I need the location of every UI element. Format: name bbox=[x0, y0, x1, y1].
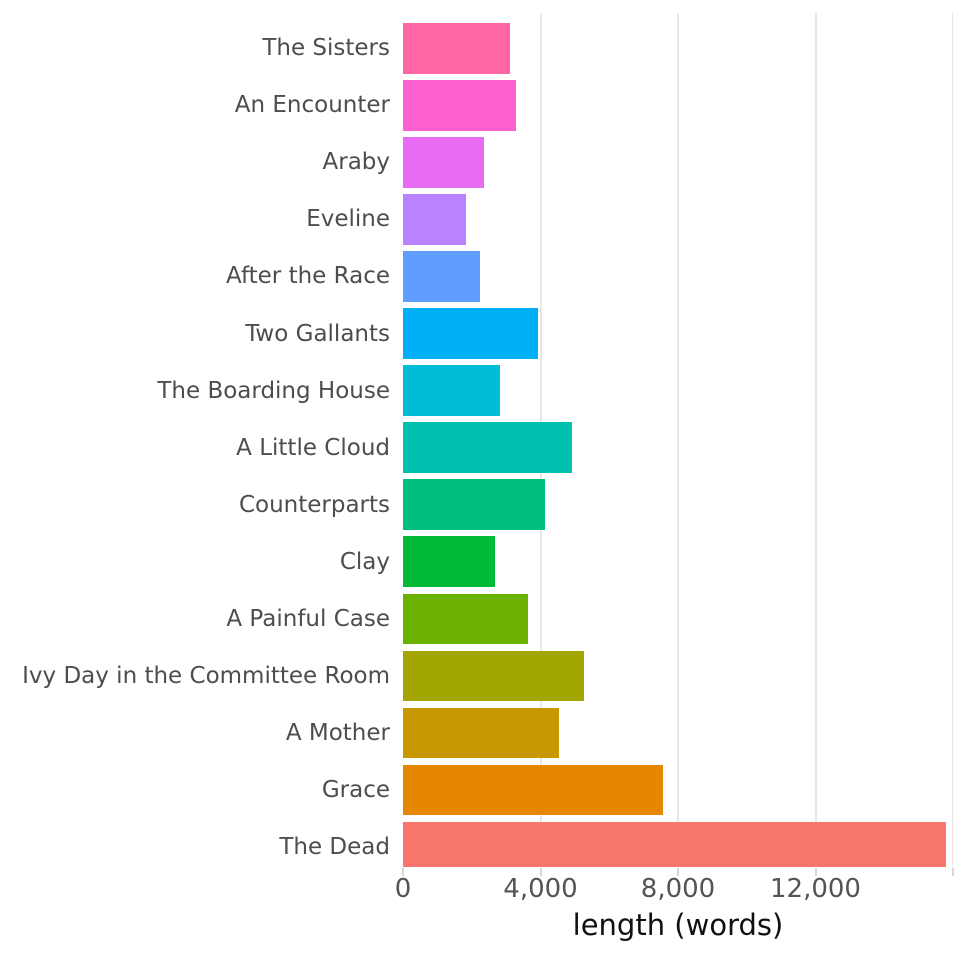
y-axis-label: Two Gallants bbox=[245, 320, 390, 347]
gridline bbox=[952, 13, 953, 867]
x-tick-mark bbox=[402, 868, 404, 876]
y-axis-label: The Boarding House bbox=[157, 377, 390, 404]
bar bbox=[403, 650, 585, 702]
bar bbox=[403, 137, 485, 188]
y-axis-label: The Sisters bbox=[262, 35, 390, 62]
x-tick-label: 0 bbox=[394, 874, 412, 904]
gridline bbox=[677, 13, 679, 867]
bar bbox=[403, 536, 495, 587]
x-tick-label: 4,000 bbox=[503, 874, 578, 904]
y-axis-label: After the Race bbox=[226, 263, 390, 290]
bar bbox=[403, 23, 510, 74]
gridline bbox=[814, 13, 817, 867]
y-axis-label: Clay bbox=[339, 548, 390, 575]
y-axis-label: Araby bbox=[322, 149, 391, 176]
x-tick-label: 8,000 bbox=[640, 874, 716, 904]
bar bbox=[403, 251, 480, 302]
x-axis-title: length (words) bbox=[572, 908, 784, 942]
x-tick-mark bbox=[539, 868, 542, 876]
y-axis-label: Ivy Day in the Committee Room bbox=[22, 662, 390, 689]
y-axis-label: A Little Cloud bbox=[236, 434, 390, 461]
bar bbox=[403, 764, 663, 816]
y-axis-label: A Mother bbox=[285, 719, 390, 746]
bar bbox=[403, 707, 560, 759]
y-axis-label: Eveline bbox=[306, 206, 390, 233]
y-axis-label: The Dead bbox=[279, 833, 390, 860]
x-tick-label: 12,000 bbox=[770, 874, 861, 904]
y-axis-label: Counterparts bbox=[238, 491, 390, 518]
bar bbox=[403, 194, 466, 245]
bar bbox=[403, 593, 529, 644]
bar bbox=[403, 365, 501, 416]
bar bbox=[403, 80, 516, 131]
plot-area bbox=[403, 13, 953, 867]
bar bbox=[403, 479, 545, 530]
x-tick-mark bbox=[677, 868, 679, 876]
y-axis-label: An Encounter bbox=[234, 92, 390, 119]
bar bbox=[403, 308, 539, 359]
y-axis-labels: The Sisters An Encounter Araby Eveline After… bbox=[0, 13, 390, 867]
x-tick-mark bbox=[814, 868, 817, 876]
y-axis-label: Grace bbox=[321, 776, 390, 803]
x-tick-mark bbox=[952, 868, 954, 876]
bar bbox=[403, 821, 947, 867]
y-axis-label: A Painful Case bbox=[226, 605, 390, 632]
bar bbox=[403, 422, 573, 473]
